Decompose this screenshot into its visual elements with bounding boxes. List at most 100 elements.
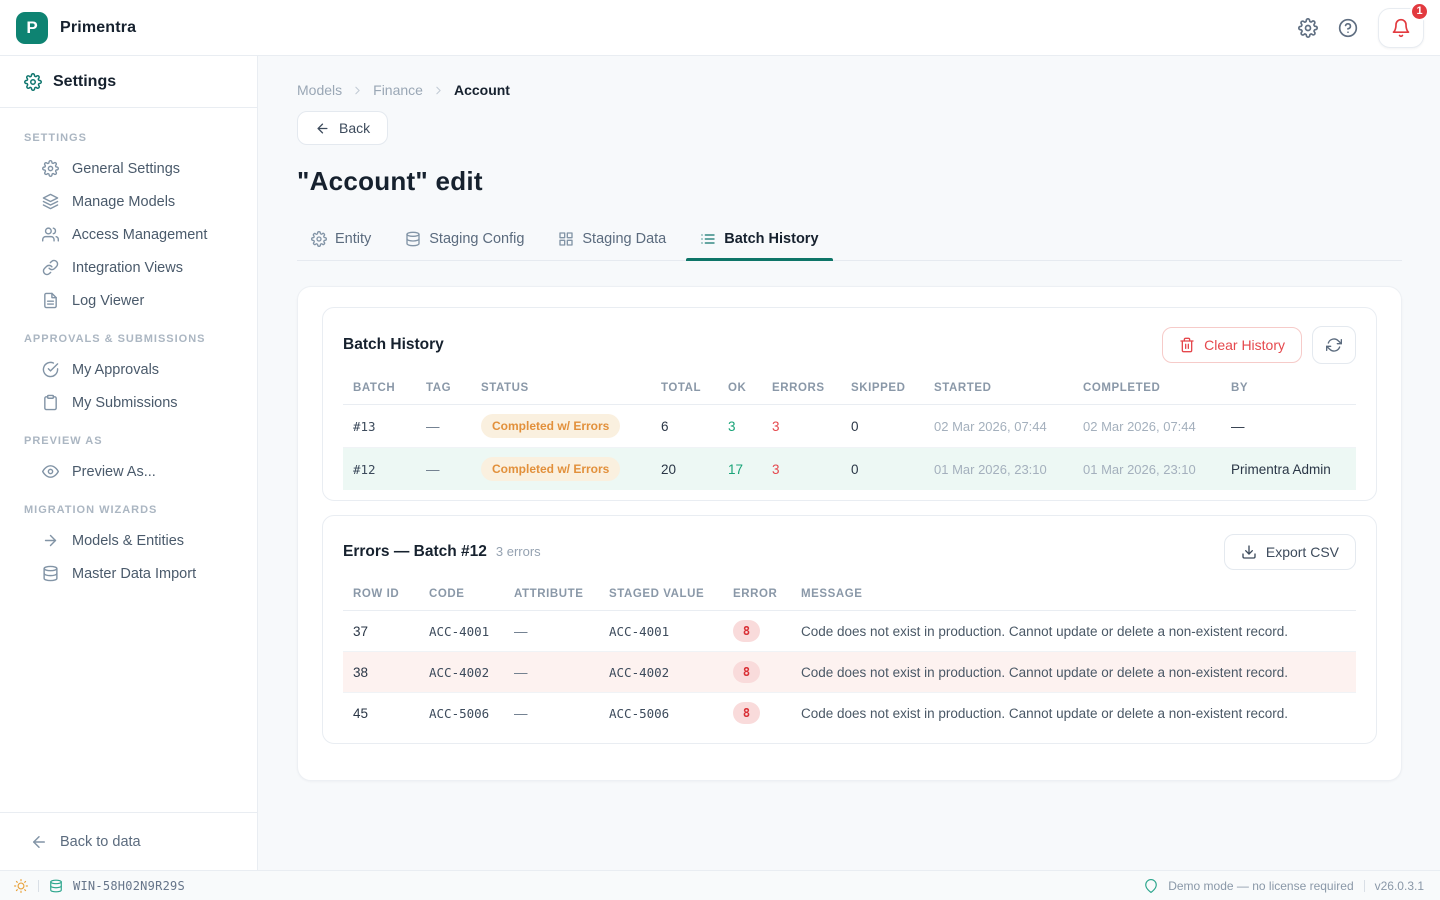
table-cell: 3 <box>762 447 841 490</box>
link-icon <box>42 259 59 276</box>
table-cell: 37 <box>343 610 419 652</box>
column-header-completed: COMPLETED <box>1073 376 1221 405</box>
tab-bar: Entity Staging Config Staging Data Batch Hi… <box>297 222 1402 261</box>
trash-icon <box>1179 337 1195 353</box>
settings-gear-icon[interactable] <box>1298 17 1318 38</box>
table-row[interactable]: #12— Completed w/ Errors 20 17 3 0 01 Mar 2026… <box>343 447 1356 490</box>
arrow-left-icon <box>30 833 48 851</box>
clear-history-button[interactable]: Clear History <box>1162 327 1302 363</box>
errors-panel-header: Errors — Batch #12 3 errors Export CSV <box>343 534 1356 570</box>
column-header-ok: OK <box>718 376 762 405</box>
column-header-tag: TAG <box>416 376 471 405</box>
tab-entity[interactable]: Entity <box>297 222 385 260</box>
tab-staging-data[interactable]: Staging Data <box>544 222 680 260</box>
brand-name: Primentra <box>60 18 137 36</box>
back-to-data-link[interactable]: Back to data <box>0 812 257 870</box>
breadcrumb-item-models[interactable]: Models <box>297 82 343 98</box>
theme-sun-icon[interactable] <box>14 878 28 893</box>
users-icon <box>42 226 59 243</box>
batch-history-actions: Clear History <box>1162 326 1356 364</box>
tab-staging-config[interactable]: Staging Config <box>391 222 538 260</box>
errors-table-header: ROW ID CODE ATTRIBUTE STAGED VALUE ERROR MESS… <box>343 582 1356 611</box>
chevron-right-icon <box>351 84 364 97</box>
batch-history-table-body: #13— Completed w/ Errors 6 3 3 0 02 Mar 2026, … <box>343 404 1356 490</box>
table-cell: 0 <box>841 447 924 490</box>
error-count-badge: 8 <box>733 620 760 642</box>
table-cell: ACC-4001 <box>599 610 723 652</box>
sidebar-item-my-approvals[interactable]: My Approvals <box>0 353 257 386</box>
notifications-button[interactable]: 1 <box>1378 1 1429 48</box>
sidebar-item-integration-views[interactable]: Integration Views <box>0 251 257 284</box>
sidebar-item-label: Master Data Import <box>72 565 197 582</box>
table-cell: ACC-5006 <box>609 705 670 721</box>
table-cell: 45 <box>353 705 369 721</box>
breadcrumb-item-finance[interactable]: Finance <box>373 82 423 98</box>
chevron-right-icon <box>432 84 445 97</box>
sidebar-item-label: Preview As... <box>72 463 156 480</box>
table-cell: — <box>1221 404 1356 448</box>
sidebar-item-label: Integration Views <box>72 259 183 276</box>
content-card: Batch History Clear History <box>297 286 1402 781</box>
tab-label: Entity <box>335 231 372 247</box>
nav-section: MIGRATION WIZARDS Models & Entities Master… <box>0 488 257 590</box>
table-cell: — <box>504 651 599 693</box>
sidebar-item-log-viewer[interactable]: Log Viewer <box>0 284 257 317</box>
table-row[interactable]: 45 ACC-5006 — ACC-5006 8 Code does not exist … <box>343 693 1356 734</box>
tab-label: Staging Data <box>582 231 667 247</box>
table-row[interactable]: 37 ACC-4001— ACC-4001 8 Code does not exist … <box>343 610 1356 652</box>
help-icon[interactable] <box>1338 18 1358 38</box>
back-to-data-label: Back to data <box>60 833 141 850</box>
column-header-by: BY <box>1221 376 1356 405</box>
status-pill: Completed w/ Errors <box>481 414 621 438</box>
errors-count-label: 3 errors <box>495 544 541 559</box>
errors-table-body: 37 ACC-4001— ACC-4001 8 Code does not exist … <box>343 610 1356 734</box>
bell-icon <box>1391 18 1411 38</box>
export-csv-button[interactable]: Export CSV <box>1223 534 1356 570</box>
table-cell: 01 Mar 2026, 23:10 <box>1073 447 1221 490</box>
app-version: v26.0.3.1 <box>1374 878 1424 893</box>
gear-icon <box>311 231 327 247</box>
table-cell: ACC-4002 <box>419 651 504 693</box>
app-frame: Settings SETTINGS General Settings Manage … <box>0 56 1440 870</box>
layers-icon <box>42 193 59 210</box>
download-icon <box>1241 544 1257 560</box>
table-cell: #12 <box>343 447 416 490</box>
sidebar-item-access-management[interactable]: Access Management <box>0 218 257 251</box>
sidebar-item-my-submissions[interactable]: My Submissions <box>0 386 257 419</box>
tab-batch-history[interactable]: Batch History <box>686 222 833 261</box>
clear-history-label: Clear History <box>1204 337 1285 353</box>
table-cell: 38 <box>343 651 419 693</box>
eye-icon <box>42 463 59 480</box>
sidebar-item-preview-as[interactable]: Preview As... <box>0 455 257 488</box>
nav-section-title: MIGRATION WIZARDS <box>24 504 158 516</box>
tab-label: Batch History <box>724 231 819 247</box>
sidebar-item-manage-models[interactable]: Manage Models <box>0 185 257 218</box>
list-icon <box>700 231 716 247</box>
grid-icon <box>558 231 574 247</box>
back-button-label: Back <box>339 120 371 136</box>
sidebar-item-label: Access Management <box>72 226 208 243</box>
back-button[interactable]: Back <box>297 111 389 145</box>
table-row[interactable]: #13— Completed w/ Errors 6 3 3 0 02 Mar 2026, … <box>343 404 1356 448</box>
table-cell: — <box>416 404 471 448</box>
statusbar-right: Demo mode — no license required v26.0.3.… <box>1144 879 1424 893</box>
table-cell: 8 <box>723 693 791 734</box>
nav-section: PREVIEW AS Preview As... <box>0 419 257 488</box>
table-row[interactable]: 38 ACC-4002— ACC-4002 8 Code does not exist … <box>343 651 1356 693</box>
sidebar: Settings SETTINGS General Settings Manage … <box>0 56 258 870</box>
nav-section: SETTINGS General Settings Manage Models Acc… <box>0 116 257 317</box>
topbar-actions: 1 <box>1298 1 1429 48</box>
sidebar-item-general-settings[interactable]: General Settings <box>0 152 257 185</box>
column-header-error: ERROR <box>723 582 791 611</box>
table-cell: 17 <box>718 447 762 490</box>
refresh-button[interactable] <box>1312 326 1356 364</box>
nav-section-title: APPROVALS & SUBMISSIONS <box>24 333 206 345</box>
table-cell: 01 Mar 2026, 23:10 <box>924 447 1073 490</box>
database-icon <box>49 879 63 893</box>
sidebar-item-master-data-import[interactable]: Master Data Import <box>0 557 257 590</box>
table-cell: 20 <box>651 447 718 490</box>
column-header-row-id: ROW ID <box>343 582 419 611</box>
sidebar-item-models-entities[interactable]: Models & Entities <box>0 524 257 557</box>
table-cell: ACC-4001 <box>419 610 504 652</box>
clipboard-icon <box>42 394 59 411</box>
